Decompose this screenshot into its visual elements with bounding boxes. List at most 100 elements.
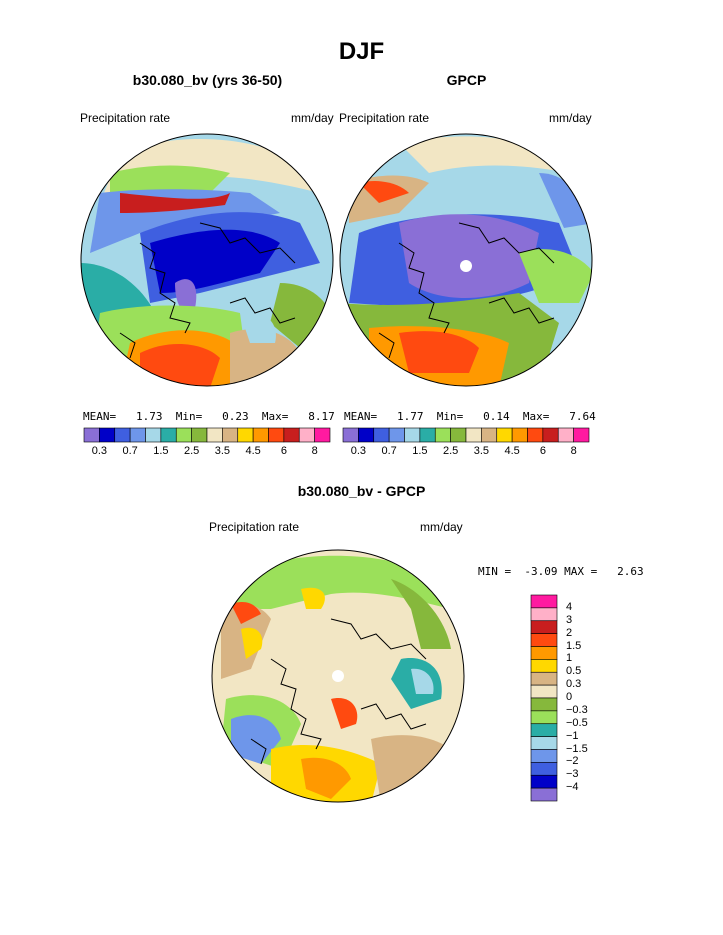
- colorbar-swatch: [530, 762, 558, 776]
- colorbar-tick-label: 1: [566, 652, 573, 665]
- colorbar-tick-label: 8: [570, 445, 577, 457]
- colorbar-tick-label: 3: [566, 613, 573, 626]
- colorbar-swatch: [342, 427, 359, 443]
- colorbar-tick-label: 6: [539, 445, 546, 457]
- colorbar-swatch: [388, 427, 405, 443]
- colorbar-tick-label: 1.5: [566, 639, 582, 652]
- colorbar-tick-label: 1.5: [412, 445, 428, 457]
- colorbar-tick-label: 4.5: [245, 445, 261, 457]
- colorbar-obs-ticks: 0.3 0.7 1.5 2.5 3.5 4.5 6 8: [343, 445, 589, 459]
- polar-map-obs: [339, 133, 593, 387]
- colorbar-tick-label: −2: [566, 755, 579, 768]
- colorbar-swatch: [530, 607, 558, 622]
- stats-model: MEAN= 1.73 Min= 0.23 Max= 8.17: [83, 410, 335, 423]
- colorbar-swatch: [542, 427, 559, 443]
- colorbar-swatch: [530, 684, 558, 699]
- colorbar-tick-label: −0.3: [566, 703, 588, 716]
- colorbar-tick-label: 2: [566, 626, 573, 639]
- colorbar-swatch: [222, 427, 239, 443]
- stats-obs: MEAN= 1.77 Min= 0.14 Max= 7.64: [344, 410, 596, 423]
- colorbar-swatch: [191, 427, 208, 443]
- colorbar-swatch: [557, 427, 574, 443]
- colorbar-diff: [530, 594, 558, 802]
- colorbar-swatch: [314, 427, 331, 443]
- colorbar-tick-label: 0.7: [381, 445, 397, 457]
- colorbar-tick-label: −4: [566, 781, 579, 794]
- colorbar-swatch: [530, 774, 558, 789]
- colorbar-swatch: [530, 633, 558, 647]
- colorbar-swatch: [530, 620, 558, 634]
- colorbar-swatch: [450, 427, 467, 443]
- colorbar-tick-label: −0.5: [566, 716, 588, 729]
- colorbar-tick-label: 0.3: [566, 678, 582, 691]
- colorbar-swatch: [419, 427, 436, 443]
- colorbar-tick-label: 0.5: [566, 665, 582, 678]
- panel-title-model: b30.080_bv (yrs 36-50): [132, 72, 283, 88]
- colorbar-swatch: [496, 427, 513, 443]
- colorbar-swatch: [358, 427, 375, 443]
- colorbar-diff-ticks: 4 3 2 1.5 1 0.5 0.3 0 −0.3 −0.5 −1 −1.5 −2 −3 −4: [566, 595, 626, 801]
- colorbar-swatch: [175, 427, 192, 443]
- units-label-obs: mm/day: [549, 111, 592, 125]
- colorbar-swatch: [252, 427, 269, 443]
- polar-map-model: [80, 133, 334, 387]
- colorbar-swatch: [206, 427, 223, 443]
- colorbar-swatch: [530, 787, 558, 802]
- colorbar-swatch: [404, 427, 421, 443]
- colorbar-swatch: [530, 723, 558, 737]
- colorbar-tick-label: −3: [566, 768, 579, 781]
- colorbar-swatch: [527, 427, 544, 443]
- colorbar-swatch: [465, 427, 482, 443]
- colorbar-swatch: [481, 427, 498, 443]
- colorbar-tick-label: −1: [566, 729, 579, 742]
- colorbar-swatch: [99, 427, 116, 443]
- colorbar-obs: [342, 427, 590, 443]
- colorbar-tick-label: 2.5: [183, 445, 200, 457]
- pole-hole: [460, 260, 472, 272]
- colorbar-tick-label: 4: [566, 600, 573, 613]
- colorbar-swatch: [530, 646, 558, 660]
- colorbar-swatch: [114, 427, 131, 443]
- colorbar-tick-label: 3.5: [473, 445, 490, 457]
- colorbar-swatch: [373, 427, 390, 443]
- colorbar-swatch: [268, 427, 285, 443]
- colorbar-swatch: [573, 427, 590, 443]
- stats-diff: MIN = -3.09 MAX = 2.63: [478, 565, 644, 578]
- colorbar-tick-label: 3.5: [214, 445, 231, 457]
- colorbar-swatch: [283, 427, 300, 443]
- colorbar-swatch: [530, 671, 558, 686]
- colorbar-swatch: [83, 427, 100, 443]
- colorbar-swatch: [530, 594, 558, 609]
- colorbar-tick-label: 0.3: [350, 445, 367, 457]
- colorbar-swatch: [129, 427, 146, 443]
- pole-hole: [332, 670, 344, 682]
- colorbar-tick-label: 0.7: [122, 445, 138, 457]
- panel-title-diff: b30.080_bv - GPCP: [297, 483, 426, 499]
- colorbar-model-ticks: 0.3 0.7 1.5 2.5 3.5 4.5 6 8: [84, 445, 330, 459]
- colorbar-tick-label: 6: [280, 445, 287, 457]
- colorbar-swatch: [298, 427, 315, 443]
- colorbar-tick-label: 0: [566, 691, 573, 703]
- polar-map-diff: [211, 549, 465, 803]
- colorbar-swatch: [160, 427, 177, 443]
- colorbar-swatch: [511, 427, 528, 443]
- colorbar-tick-label: −1.5: [566, 742, 588, 755]
- units-label-model: mm/day: [291, 111, 334, 125]
- colorbar-tick-label: 8: [311, 445, 318, 457]
- variable-label-obs: Precipitation rate: [339, 111, 430, 125]
- colorbar-tick-label: 2.5: [442, 445, 459, 457]
- units-label-diff: mm/day: [420, 520, 463, 534]
- colorbar-swatch: [530, 749, 558, 763]
- colorbar-swatch: [145, 427, 162, 443]
- variable-label-model: Precipitation rate: [80, 111, 171, 125]
- colorbar-tick-label: 1.5: [153, 445, 169, 457]
- colorbar-tick-label: 4.5: [504, 445, 520, 457]
- colorbar-swatch: [434, 427, 451, 443]
- figure-title: DJF: [338, 38, 385, 65]
- colorbar-swatch: [530, 697, 558, 712]
- panel-title-obs: GPCP: [446, 72, 487, 88]
- colorbar-model: [83, 427, 331, 443]
- colorbar-swatch: [237, 427, 254, 443]
- colorbar-swatch: [530, 710, 558, 725]
- colorbar-tick-label: 0.3: [91, 445, 108, 457]
